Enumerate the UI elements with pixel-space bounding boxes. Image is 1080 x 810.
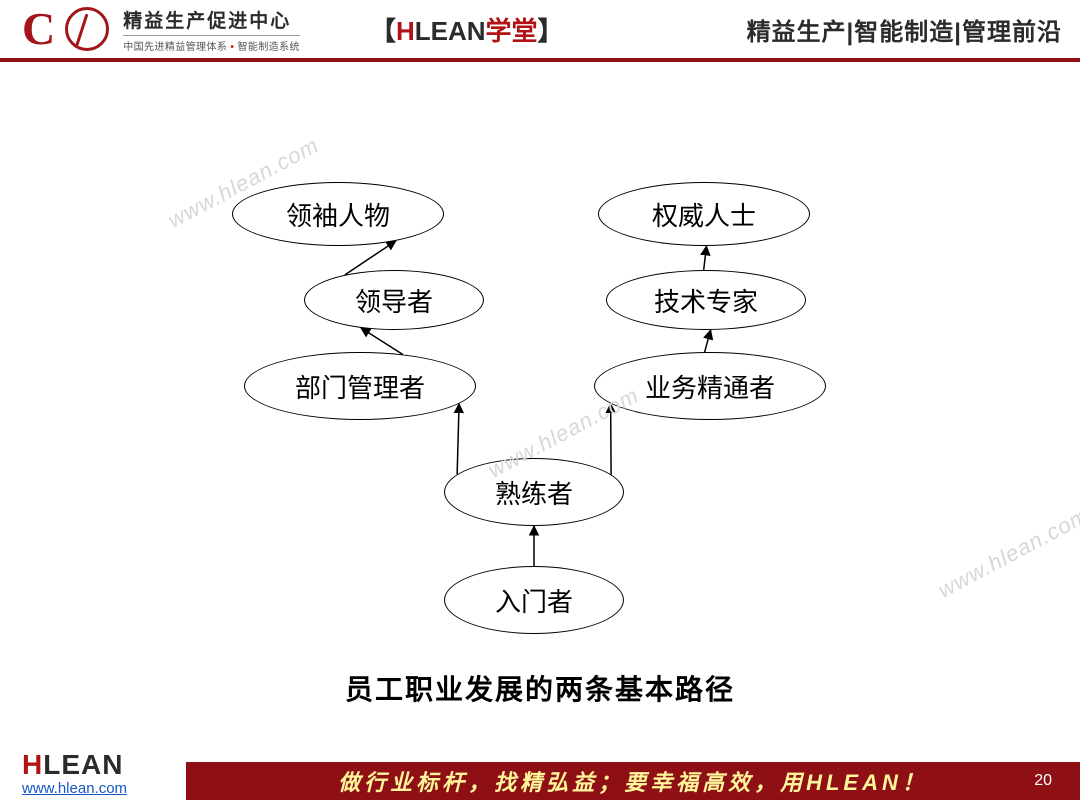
- logo-divider: [123, 35, 300, 36]
- footer-url[interactable]: www.hlean.com: [22, 780, 127, 797]
- edge-bizexpert-techexpert: [705, 330, 711, 352]
- footer-bar: 做行业标杆，找精弘益；要幸福高效，用HLEAN！ 20: [186, 762, 1080, 800]
- brand-cn: 学堂: [486, 11, 538, 48]
- footer-wordmark: HLEAN: [22, 751, 123, 779]
- logo-title: 精益生产促进中心: [123, 6, 300, 33]
- hlean-h: H: [396, 16, 415, 47]
- footer-slogan: 做行业标杆，找精弘益；要幸福高效，用HLEAN！: [338, 765, 928, 797]
- node-leaderfig: 领袖人物: [232, 182, 444, 246]
- diagram-edges: [0, 62, 1080, 738]
- node-authority: 权威人士: [598, 182, 810, 246]
- career-path-diagram: 员工职业发展的两条基本路径 入门者 熟练者 部门管理者 领导者 领袖人物业务精通者 技术专…: [0, 62, 1080, 738]
- node-leader: 领导者: [304, 270, 484, 330]
- wordmark-rest: LEAN: [43, 749, 123, 780]
- edge-techexpert-authority: [704, 246, 707, 270]
- footer: HLEAN www.hlean.com 做行业标杆，找精弘益；要幸福高效，用HL…: [0, 746, 1080, 802]
- logo-text: 精益生产促进中心 中国先进精益管理体系 • 智能制造系统: [123, 6, 300, 53]
- logo-block: C 精益生产促进中心 中国先进精益管理体系 • 智能制造系统: [22, 6, 300, 53]
- edge-deptmgr-leader: [361, 328, 403, 354]
- edge-proficient-deptmgr: [457, 404, 459, 475]
- wordmark-h: H: [22, 749, 43, 780]
- logo-sub-dot: •: [230, 42, 234, 53]
- logo-letter: C: [22, 6, 55, 52]
- hlean-rest: LEAN: [415, 16, 486, 47]
- logo-sub-right: 智能制造系统: [238, 42, 300, 53]
- header: C 精益生产促进中心 中国先进精益管理体系 • 智能制造系统 【 H LEAN …: [0, 0, 1080, 62]
- footer-left: HLEAN www.hlean.com: [0, 746, 186, 802]
- node-deptmgr: 部门管理者: [244, 352, 476, 420]
- brand-center: 【 H LEAN 学堂 】: [370, 11, 564, 48]
- node-bizexpert: 业务精通者: [594, 352, 826, 420]
- diagram-caption: 员工职业发展的两条基本路径: [345, 668, 735, 708]
- node-entry: 入门者: [444, 566, 624, 634]
- logo-subtitle: 中国先进精益管理体系 • 智能制造系统: [123, 38, 300, 53]
- bracket-right: 】: [538, 11, 564, 48]
- node-techexpert: 技术专家: [606, 270, 806, 330]
- bracket-left: 【: [370, 11, 396, 48]
- node-proficient: 熟练者: [444, 458, 624, 526]
- page-number: 20: [1034, 772, 1052, 790]
- header-tagline: 精益生产|智能制造|管理前沿: [747, 12, 1062, 47]
- logo-circle-icon: [65, 7, 109, 51]
- logo-sub-left: 中国先进精益管理体系: [123, 42, 227, 53]
